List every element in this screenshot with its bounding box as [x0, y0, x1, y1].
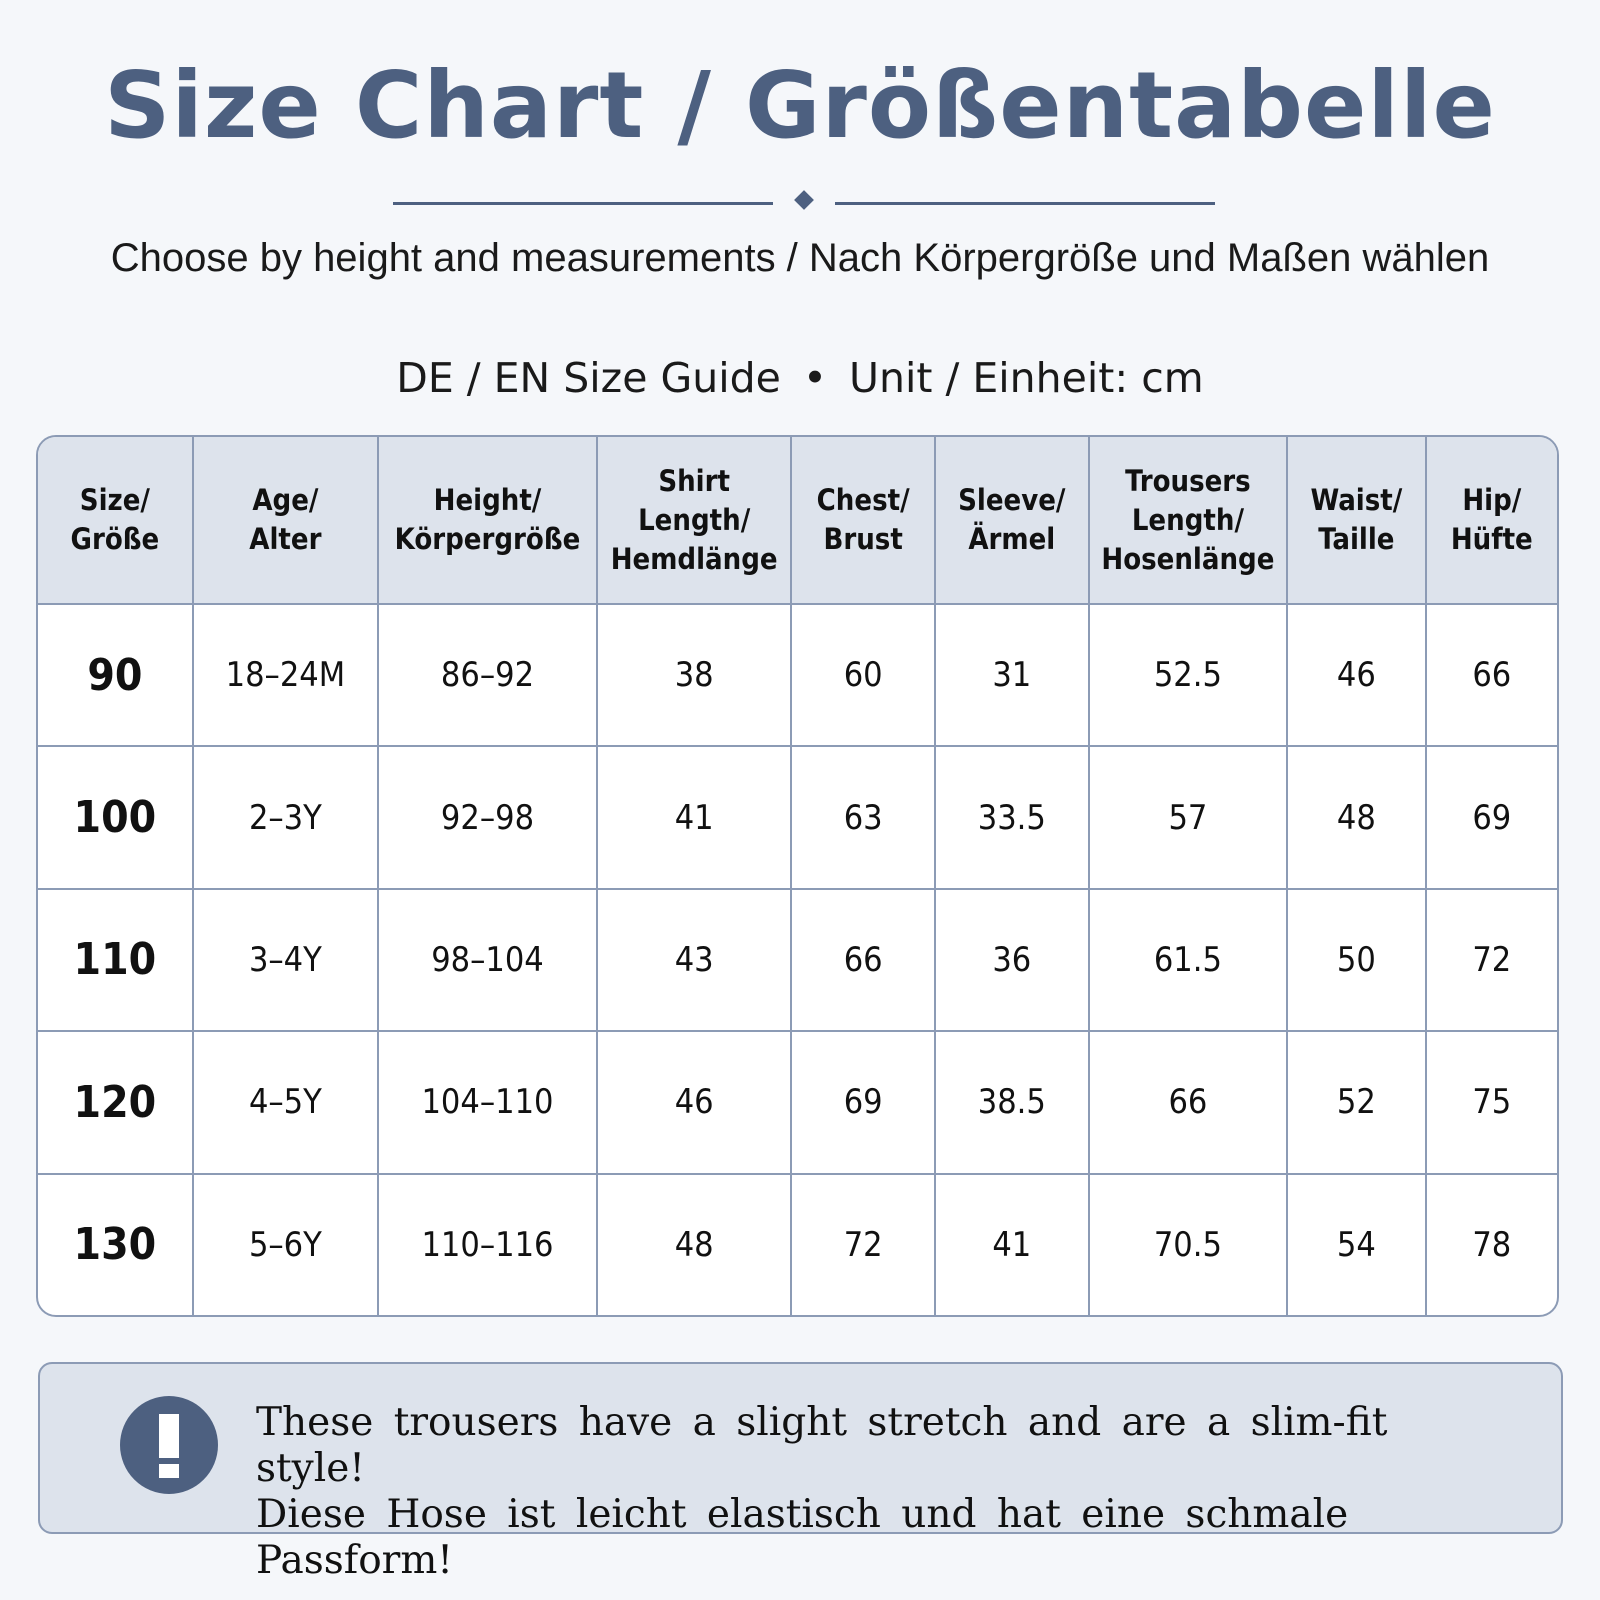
table-cell: 66: [790, 887, 936, 1033]
table-cell: 36: [933, 887, 1090, 1033]
title-divider: [393, 190, 1215, 210]
column-header: Size/ Größe: [38, 437, 194, 605]
table-cell: 66: [1087, 1030, 1289, 1175]
table-cell: 38: [595, 602, 793, 748]
size-table: Size/ Größe Age/ Alter Height/ Körpergröße…: [38, 437, 1557, 1315]
size-cell: 90: [38, 602, 194, 748]
table-row: 130 5–6Y 110–116 48 72 41 70.5 54 78: [38, 1172, 1557, 1315]
column-header: Chest/ Brust: [790, 437, 936, 605]
column-header: Hip/ Hüfte: [1424, 437, 1557, 605]
table-cell: 3–4Y: [191, 887, 380, 1033]
table-cell: 110–116: [377, 1172, 598, 1315]
table-cell: 54: [1286, 1172, 1427, 1315]
column-header: Age/ Alter: [191, 437, 380, 605]
table-cell: 31: [933, 602, 1090, 748]
fit-note-line-en: These trousers have a slight stretch and…: [256, 1400, 1388, 1491]
table-cell: 4–5Y: [191, 1030, 380, 1175]
guide-label: DE / EN Size Guide: [396, 354, 781, 402]
table-cell: 48: [1286, 745, 1427, 890]
size-cell: 120: [38, 1030, 194, 1175]
size-cell: 130: [38, 1172, 194, 1315]
table-cell: 41: [595, 745, 793, 890]
table-cell: 5–6Y: [191, 1172, 380, 1315]
table-cell: 86–92: [377, 602, 598, 748]
exclamation-icon: [120, 1396, 218, 1494]
divider-line-left: [393, 202, 773, 205]
table-cell: 66: [1424, 602, 1557, 748]
column-header: Sleeve/ Ärmel: [933, 437, 1090, 605]
page-subtitle: Choose by height and measurements / Nach…: [110, 236, 1490, 280]
table-cell: 50: [1286, 887, 1427, 1033]
column-header: Waist/ Taille: [1286, 437, 1427, 605]
table-row: 120 4–5Y 104–110 46 69 38.5 66 52 75: [38, 1030, 1557, 1175]
table-cell: 46: [1286, 602, 1427, 748]
table-cell: 69: [1424, 745, 1557, 890]
table-cell: 52.5: [1087, 602, 1289, 748]
table-cell: 2–3Y: [191, 745, 380, 890]
table-cell: 70.5: [1087, 1172, 1289, 1315]
page-title: Size Chart / Größentabelle: [104, 52, 1496, 159]
size-cell: 100: [38, 745, 194, 890]
fit-note-text: These trousers have a slight stretch and…: [256, 1400, 1516, 1584]
fit-note-line-de: Diese Hose ist leicht elastisch und hat …: [256, 1492, 1349, 1583]
table-cell: 72: [1424, 887, 1557, 1033]
table-cell: 63: [790, 745, 936, 890]
table-cell: 92–98: [377, 745, 598, 890]
size-table-container: Size/ Größe Age/ Alter Height/ Körpergröße…: [36, 435, 1559, 1317]
table-cell: 46: [595, 1030, 793, 1175]
column-header: Height/ Körpergröße: [377, 437, 598, 605]
table-row: 110 3–4Y 98–104 43 66 36 61.5 50 72: [38, 887, 1557, 1033]
table-cell: 52: [1286, 1030, 1427, 1175]
table-cell: 72: [790, 1172, 936, 1315]
divider-line-right: [835, 202, 1215, 205]
table-cell: 104–110: [377, 1030, 598, 1175]
table-cell: 38.5: [933, 1030, 1090, 1175]
size-guide-caption: DE / EN Size Guide • Unit / Einheit: cm: [0, 354, 1600, 402]
column-header: Shirt Length/ Hemdlänge: [595, 437, 793, 605]
table-cell: 69: [790, 1030, 936, 1175]
table-cell: 43: [595, 887, 793, 1033]
table-cell: 75: [1424, 1030, 1557, 1175]
table-cell: 48: [595, 1172, 793, 1315]
size-cell: 110: [38, 887, 194, 1033]
unit-label: Unit / Einheit: cm: [849, 354, 1204, 402]
table-body: 90 18–24M 86–92 38 60 31 52.5 46 66 100 2–3Y 92–98 4…: [38, 602, 1557, 1315]
table-cell: 18–24M: [191, 602, 380, 748]
table-row: 90 18–24M 86–92 38 60 31 52.5 46 66: [38, 602, 1557, 748]
bullet-separator: •: [802, 354, 828, 402]
fit-note: These trousers have a slight stretch and…: [38, 1362, 1563, 1583]
table-cell: 61.5: [1087, 887, 1289, 1033]
column-header: Trousers Length/ Hosenlänge: [1087, 437, 1289, 605]
table-cell: 57: [1087, 745, 1289, 890]
table-cell: 41: [933, 1172, 1090, 1315]
table-header-row: Size/ Größe Age/ Alter Height/ Körpergröße…: [38, 437, 1557, 605]
table-row: 100 2–3Y 92–98 41 63 33.5 57 48 69: [38, 745, 1557, 890]
table-cell: 78: [1424, 1172, 1557, 1315]
diamond-icon: [794, 190, 814, 210]
table-cell: 60: [790, 602, 936, 748]
table-cell: 98–104: [377, 887, 598, 1033]
table-cell: 33.5: [933, 745, 1090, 890]
